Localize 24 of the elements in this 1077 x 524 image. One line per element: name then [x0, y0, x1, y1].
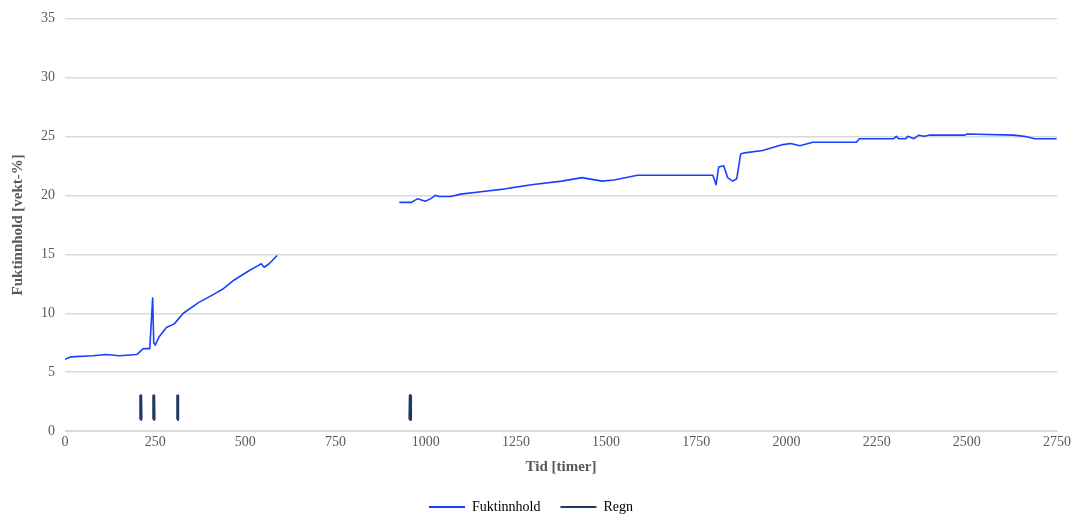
x-tick-label: 750 — [325, 434, 347, 450]
x-tick-label: 2750 — [1043, 434, 1071, 450]
x-tick-label: 250 — [144, 434, 166, 450]
y-tick-label: 25 — [41, 128, 55, 144]
x-tick-label: 0 — [61, 434, 69, 450]
x-tick-label: 2000 — [772, 434, 801, 450]
x-tick-label: 2250 — [862, 434, 891, 450]
y-tick-label: 20 — [41, 186, 55, 202]
y-axis-title: Fuktinnhold [vekt-%] — [8, 154, 25, 296]
x-axis-title: Tid [timer] — [525, 457, 597, 474]
x-tick-label: 1500 — [592, 434, 621, 450]
x-tick-label: 1750 — [682, 434, 711, 450]
legend-label: Fuktinnhold — [472, 498, 541, 514]
y-tick-label: 15 — [41, 245, 55, 261]
x-tick-label: 2500 — [952, 434, 981, 450]
y-tick-label: 0 — [48, 422, 55, 438]
x-tick-label: 500 — [234, 434, 256, 450]
x-tick-label: 1000 — [411, 434, 440, 450]
y-tick-label: 30 — [41, 69, 55, 85]
legend-label: Regn — [603, 498, 634, 514]
y-tick-label: 35 — [41, 10, 55, 26]
y-tick-label: 10 — [41, 304, 55, 320]
x-tick-label: 1250 — [501, 434, 530, 450]
y-tick-label: 5 — [48, 363, 55, 379]
